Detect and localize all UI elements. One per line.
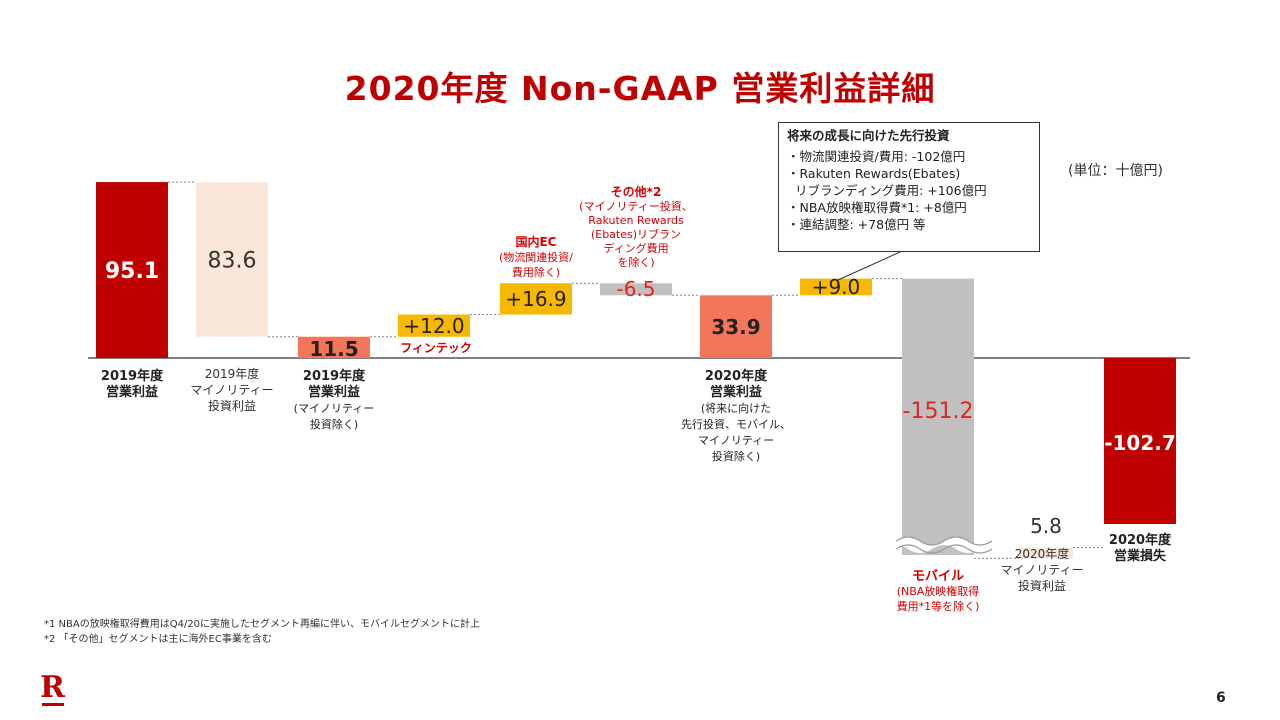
bar-caption: 営業利益 bbox=[710, 384, 762, 400]
bar bbox=[600, 283, 672, 296]
bar-caption: モバイル bbox=[912, 569, 964, 584]
bar-caption: マイノリティー bbox=[1000, 563, 1083, 577]
bar-caption: 先行投資、モバイル、 bbox=[681, 417, 791, 431]
callout-title: 将来の成長に向けた先行投資 bbox=[787, 128, 950, 143]
bar-value-label: +9.0 bbox=[812, 275, 861, 299]
unit-label: (単位：十億円) bbox=[1068, 163, 1163, 179]
bar bbox=[298, 336, 370, 358]
page-title: 2020年度 Non-GAAP 営業利益詳細 bbox=[344, 69, 936, 108]
bar-caption: 2020年度 bbox=[1109, 532, 1172, 548]
bar-caption: を除く) bbox=[617, 255, 654, 269]
bar-caption: フィンテック bbox=[400, 341, 472, 355]
bar-caption: マイノリティー bbox=[698, 434, 774, 447]
logo-underline bbox=[42, 703, 64, 706]
bar-caption: 投資除く) bbox=[310, 417, 358, 431]
bar-caption: (将来に向けた bbox=[701, 401, 771, 415]
bar bbox=[398, 314, 470, 337]
callout-line: ・物流関連投資/費用: -102億円 bbox=[787, 149, 966, 164]
callout-line: ・NBA放映権取得費*1: +8億円 bbox=[787, 200, 967, 215]
footnote-1: *1 NBAの放映権取得費用はQ4/20に実施したセグメント再編に伴い、モバイル… bbox=[44, 619, 481, 630]
bar-caption: (マイノリティー投資、 bbox=[579, 199, 693, 213]
bar bbox=[500, 283, 572, 315]
bar-caption: 営業利益 bbox=[106, 384, 158, 400]
bar-value-label: 83.6 bbox=[208, 248, 257, 273]
bar-caption: 国内EC bbox=[515, 234, 556, 249]
bar-caption: 2019年度 bbox=[205, 366, 260, 381]
bar-caption: 2019年度 bbox=[101, 368, 164, 384]
bar-caption: 費用除く) bbox=[512, 265, 560, 279]
bar-caption: その他*2 bbox=[611, 184, 662, 199]
axis-break bbox=[884, 537, 992, 553]
bar-caption: (物流関連投資/ bbox=[499, 250, 573, 264]
page-number: 6 bbox=[1216, 690, 1226, 706]
bar-caption: 費用*1等を除く) bbox=[897, 599, 980, 613]
axis-break-line bbox=[895, 536, 993, 546]
bar-caption: 営業損失 bbox=[1114, 548, 1167, 564]
bar-caption: マイノリティー bbox=[190, 383, 273, 397]
bar bbox=[96, 182, 168, 358]
bar-caption: 2019年度 bbox=[303, 368, 366, 384]
axis-break-line bbox=[895, 544, 993, 554]
investment-callout: 将来の成長に向けた先行投資 ・物流関連投資/費用: -102億円 ・Rakute… bbox=[778, 122, 1040, 252]
bar-value-label: +16.9 bbox=[505, 287, 566, 311]
footnote-2: *2 「その他」セグメントは主に海外EC事業を含む bbox=[44, 634, 272, 645]
bar-value-label: 11.5 bbox=[309, 337, 358, 361]
bar-caption: 2020年度 bbox=[705, 368, 768, 384]
callout-line: ・連結調整: +78億円 等 bbox=[787, 217, 926, 232]
bar-value-label: +12.0 bbox=[403, 314, 464, 338]
callout-line: ・Rakuten Rewards(Ebates) bbox=[787, 166, 961, 181]
bar bbox=[1019, 547, 1073, 559]
bar bbox=[800, 278, 872, 296]
bar-value-label: 33.9 bbox=[711, 315, 760, 339]
bar-caption: Rakuten Rewards bbox=[588, 214, 684, 227]
bar-caption: (マイノリティー bbox=[294, 402, 375, 415]
bar bbox=[1104, 358, 1176, 524]
bar-value-label: -151.2 bbox=[903, 399, 974, 424]
bar-value-label: 5.8 bbox=[1030, 514, 1062, 538]
bar-caption: 投資除く) bbox=[712, 449, 760, 463]
rakuten-logo: R bbox=[40, 670, 65, 705]
bar-caption: (NBA放映権取得 bbox=[897, 584, 980, 598]
bar bbox=[196, 182, 268, 337]
bar-value-label: 95.1 bbox=[105, 259, 159, 284]
bar-value-label: -102.7 bbox=[1104, 431, 1176, 455]
bar-caption: 2020年度 bbox=[1015, 546, 1070, 561]
bar-value-label: -6.5 bbox=[616, 277, 655, 301]
bar-caption: 投資利益 bbox=[208, 398, 256, 413]
bar-caption: (Ebates)リブラン bbox=[591, 227, 681, 241]
bar-caption: 投資利益 bbox=[1018, 578, 1066, 593]
bar bbox=[700, 295, 772, 358]
bar bbox=[902, 278, 974, 555]
callout-line: リブランディング費用: +106億円 bbox=[787, 183, 987, 198]
bar-caption: ディング費用 bbox=[603, 241, 668, 255]
bar-caption: 営業利益 bbox=[308, 384, 360, 400]
callout-pointer bbox=[837, 251, 901, 281]
